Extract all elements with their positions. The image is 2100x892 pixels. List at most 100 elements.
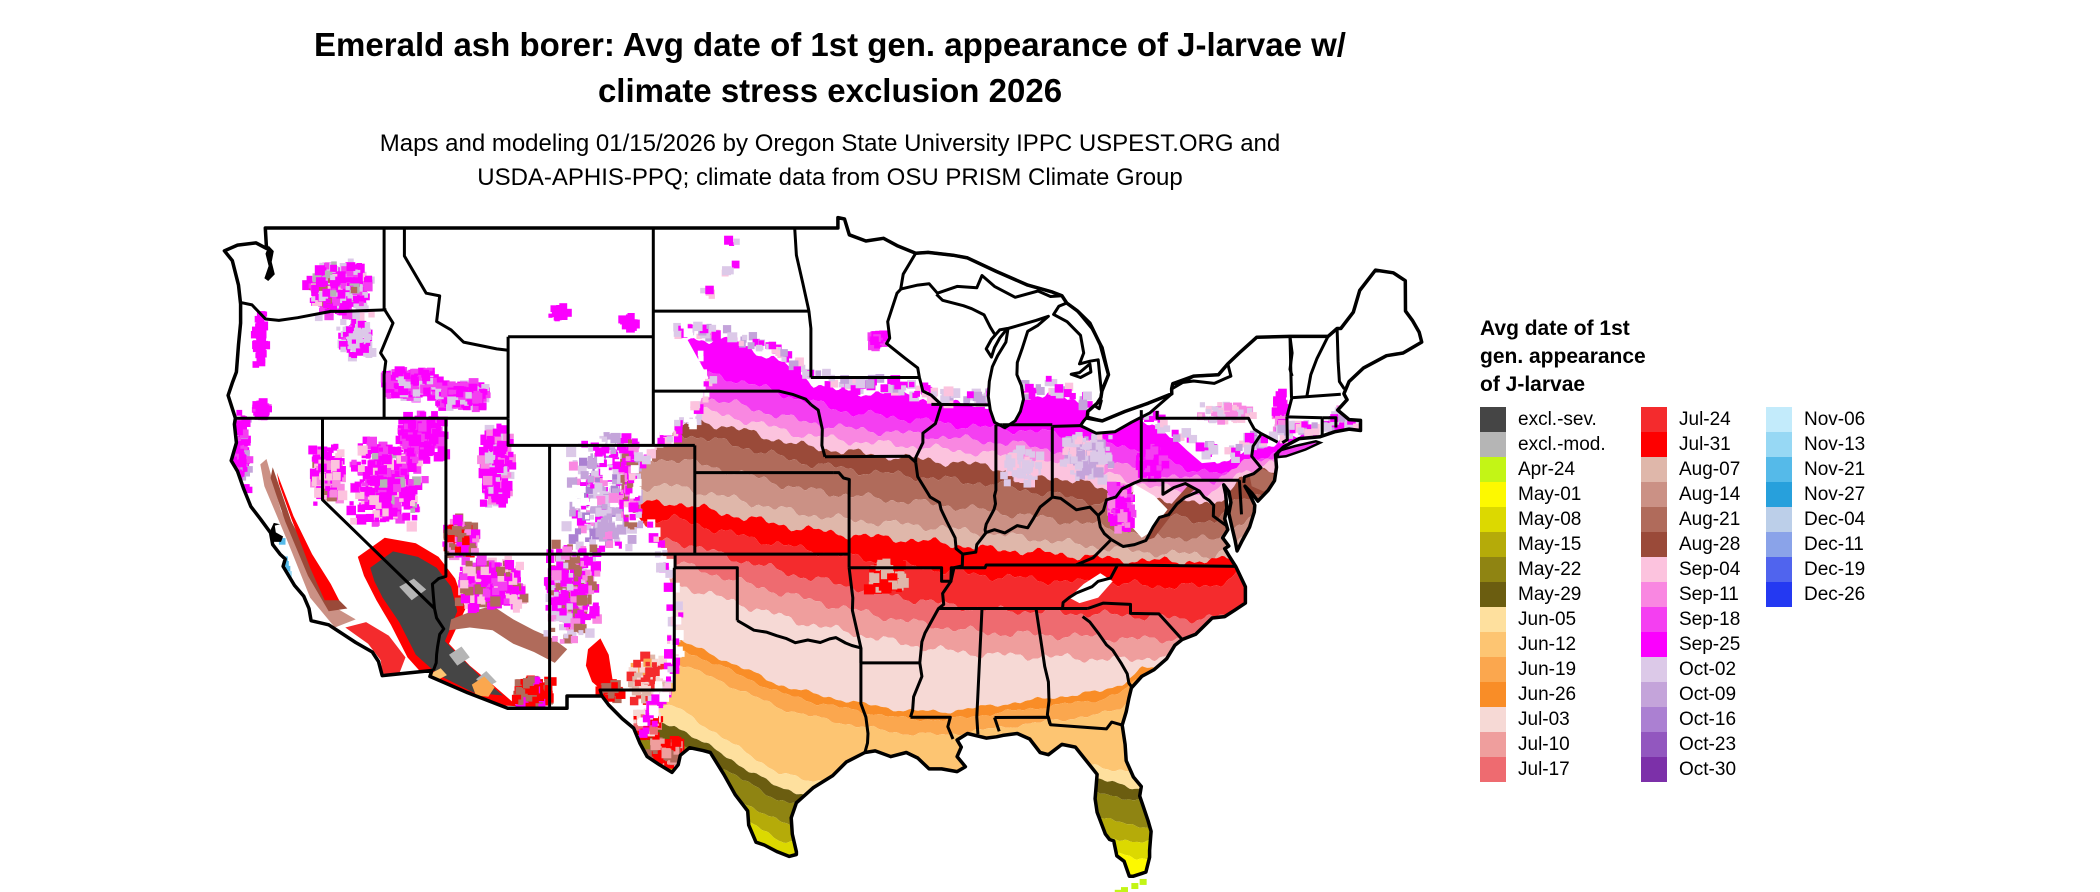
legend-swatch	[1641, 632, 1667, 657]
legend-entry: Sep-11	[1641, 582, 1740, 607]
legend-swatch	[1766, 557, 1792, 582]
legend-swatch	[1641, 732, 1667, 757]
legend-entry: May-08	[1480, 507, 1606, 532]
legend-label: Apr-24	[1518, 458, 1576, 480]
legend-entry: Nov-27	[1766, 482, 1865, 507]
legend-column-1: excl.-sev. excl.-mod. Apr-24 May-01 May-08 Ma…	[1480, 407, 1606, 782]
legend-label: Dec-19	[1804, 558, 1866, 580]
legend-swatch	[1641, 557, 1667, 582]
legend-swatch	[1480, 707, 1506, 732]
legend-swatch	[1480, 507, 1506, 532]
legend-column-2: Jul-24 Jul-31 Aug-07 Aug-14 Aug-21 Aug-28 Sep-…	[1641, 407, 1740, 782]
legend-entry: Aug-14	[1641, 482, 1740, 507]
legend-label: Oct-02	[1679, 658, 1737, 680]
legend-label: Aug-07	[1679, 458, 1741, 480]
legend-entry: May-15	[1480, 532, 1606, 557]
legend-entry: Jun-26	[1480, 682, 1606, 707]
legend-label: May-22	[1518, 558, 1582, 580]
legend-swatch	[1641, 707, 1667, 732]
legend-swatch	[1480, 432, 1506, 457]
legend-label: May-15	[1518, 533, 1582, 555]
legend-entry: Sep-25	[1641, 632, 1740, 657]
legend-swatch	[1641, 607, 1667, 632]
legend-label: Sep-04	[1679, 558, 1741, 580]
legend-label: May-08	[1518, 508, 1582, 530]
legend-swatch	[1480, 457, 1506, 482]
legend-label: May-01	[1518, 483, 1582, 505]
legend-swatch	[1641, 582, 1667, 607]
legend-entry: Jul-17	[1480, 757, 1606, 782]
legend-swatch	[1766, 507, 1792, 532]
legend-entry: Aug-21	[1641, 507, 1740, 532]
legend-swatch	[1766, 582, 1792, 607]
legend-label: Oct-23	[1679, 733, 1737, 755]
legend-swatch	[1480, 407, 1506, 432]
legend-swatch	[1766, 482, 1792, 507]
map-legend: Avg date of 1st gen. appearance of J-lar…	[1480, 315, 1865, 782]
legend-label: Aug-21	[1679, 508, 1741, 530]
legend-entry: May-22	[1480, 557, 1606, 582]
legend-entry: Nov-21	[1766, 457, 1865, 482]
legend-entry: Aug-28	[1641, 532, 1740, 557]
legend-swatch	[1641, 682, 1667, 707]
legend-label: Jun-05	[1518, 608, 1577, 630]
legend-label: Nov-13	[1804, 433, 1866, 455]
legend-label: Dec-04	[1804, 508, 1866, 530]
legend-entry: Aug-07	[1641, 457, 1740, 482]
legend-entry: Sep-18	[1641, 607, 1740, 632]
legend-label: Dec-26	[1804, 583, 1866, 605]
legend-label: Oct-16	[1679, 708, 1737, 730]
legend-label: excl.-sev.	[1518, 408, 1597, 430]
map-subtitle-line2: USDA-APHIS-PPQ; climate data from OSU PR…	[477, 164, 1183, 191]
legend-label: Nov-06	[1804, 408, 1866, 430]
legend-label: Jul-03	[1518, 708, 1570, 730]
legend-label: Jul-24	[1679, 408, 1731, 430]
map-subtitle-line1: Maps and modeling 01/15/2026 by Oregon S…	[379, 130, 1281, 157]
legend-entry: excl.-mod.	[1480, 432, 1606, 457]
legend-label: Oct-09	[1679, 683, 1737, 705]
legend-label: Jul-17	[1518, 758, 1570, 780]
legend-entry: Apr-24	[1480, 457, 1606, 482]
legend-swatch	[1641, 482, 1667, 507]
legend-swatch	[1480, 607, 1506, 632]
legend-label: Dec-11	[1804, 533, 1864, 555]
legend-entry: Sep-04	[1641, 557, 1740, 582]
legend-entry: Oct-09	[1641, 682, 1740, 707]
legend-swatch	[1480, 732, 1506, 757]
legend-label: Sep-11	[1679, 583, 1739, 605]
legend-swatch	[1766, 407, 1792, 432]
legend-swatch	[1641, 457, 1667, 482]
legend-label: excl.-mod.	[1518, 433, 1606, 455]
legend-label: Nov-21	[1804, 458, 1866, 480]
legend-entry: Oct-16	[1641, 707, 1740, 732]
legend-entry: Jul-03	[1480, 707, 1606, 732]
legend-swatch	[1766, 457, 1792, 482]
legend-label: Aug-28	[1679, 533, 1741, 555]
legend-entry: Dec-19	[1766, 557, 1865, 582]
legend-label: Oct-30	[1679, 758, 1737, 780]
legend-swatch	[1641, 757, 1667, 782]
legend-entry: Dec-11	[1766, 532, 1865, 557]
legend-label: May-29	[1518, 583, 1582, 605]
legend-label: Jun-12	[1518, 633, 1577, 655]
header: Emerald ash borer: Avg date of 1st gen. …	[0, 0, 1660, 192]
legend-swatch	[1641, 507, 1667, 532]
legend-label: Nov-27	[1804, 483, 1866, 505]
legend-swatch	[1641, 432, 1667, 457]
legend-entry: May-29	[1480, 582, 1606, 607]
legend-label: Jul-10	[1518, 733, 1570, 755]
legend-swatch	[1480, 532, 1506, 557]
legend-swatch	[1641, 407, 1667, 432]
legend-swatch	[1766, 432, 1792, 457]
legend-swatch	[1480, 757, 1506, 782]
legend-entry: Dec-04	[1766, 507, 1865, 532]
legend-entry: Jul-24	[1641, 407, 1740, 432]
legend-swatch	[1641, 532, 1667, 557]
legend-swatch	[1480, 682, 1506, 707]
legend-entry: Jun-12	[1480, 632, 1606, 657]
legend-swatch	[1480, 582, 1506, 607]
legend-swatch	[1480, 557, 1506, 582]
legend-swatch	[1766, 532, 1792, 557]
legend-label: Jun-26	[1518, 683, 1577, 705]
